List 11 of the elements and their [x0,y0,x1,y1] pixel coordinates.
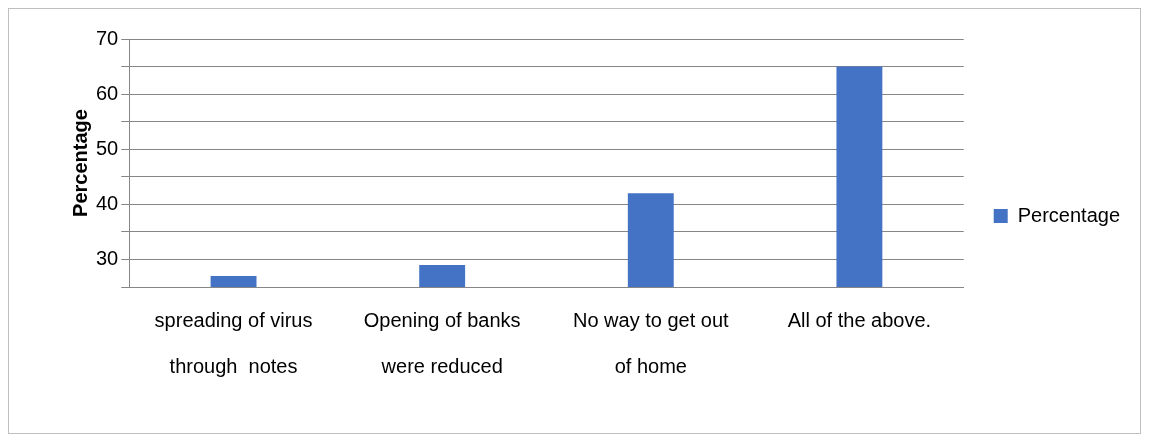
y-tick-label: 40 [96,191,119,214]
y-tick-label: 60 [96,81,119,104]
x-tick-label: All of the above. [787,308,932,331]
y-tick-label: 70 [96,26,119,49]
legend-label: Percentage [1017,203,1120,226]
y-axis-title: Percentage [68,109,91,217]
category-label: Opening of banks were reduced [363,308,521,377]
y-tick-label: 50 [96,136,119,159]
y-tick-label: 30 [96,246,119,269]
category-label: No way to get out of home [572,308,729,377]
category-label: spreading of virus through notes [154,308,313,377]
